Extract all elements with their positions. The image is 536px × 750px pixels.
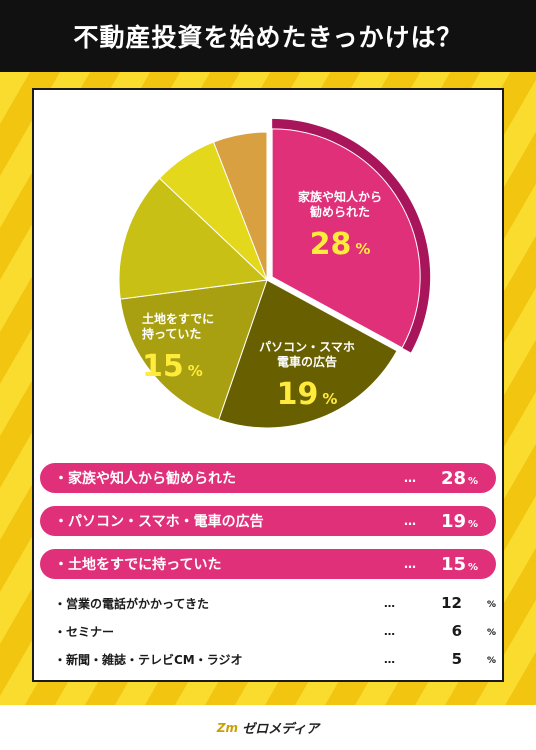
pie-slice-1 xyxy=(271,128,421,349)
ranking-label-6: ・新聞・雑誌・テレビCM・ラジオ xyxy=(54,652,243,667)
pie-slice-2 xyxy=(218,279,398,429)
slice-unit-3: % xyxy=(187,362,203,380)
ranking-dots-5: … xyxy=(384,624,395,638)
ranking-value-3: 15 xyxy=(440,553,466,575)
slice-value-2: 19 xyxy=(276,377,319,412)
ranking-percent-6: % xyxy=(486,656,496,666)
ranking-label-3: ・土地をすでに持っていた xyxy=(54,557,222,573)
slice-label-3-line-1: 土地をすでに xyxy=(142,312,215,326)
ranking-percent-1: % xyxy=(468,475,479,487)
ranking-value-5: 6 xyxy=(451,622,462,640)
ranking-label-5: ・セミナー xyxy=(54,624,115,639)
slice-label-1-line-2: 勧められた xyxy=(309,205,370,219)
slice-label-2-line-1: パソコン・スマホ xyxy=(259,340,355,354)
page-title: 不動産投資を始めたきっかけは？ xyxy=(0,0,536,72)
ranking-label-1: ・家族や知人から勧められた xyxy=(54,471,236,487)
ranking-dots-2: … xyxy=(404,514,416,528)
ranking-row-5: ・セミナー … 6 % xyxy=(54,620,496,642)
ranking-percent-3: % xyxy=(468,561,479,573)
ranking-row-4: ・営業の電話がかかってきた … 12 % xyxy=(54,592,496,614)
ranking-row-2: ・パソコン・スマホ・電車の広告 … 19 % xyxy=(40,506,496,536)
footer: Zm ゼロメディア xyxy=(0,705,536,750)
slice-label-2: パソコン・スマホ 電車の広告 19% xyxy=(252,340,362,414)
slice-value-1: 28 xyxy=(309,227,352,262)
slice-label-1: 家族や知人から 勧められた 28% xyxy=(270,190,410,264)
ranking-percent-2: % xyxy=(468,518,479,530)
pie-slice-3 xyxy=(119,279,268,421)
ranking-value-1: 28 xyxy=(440,467,466,489)
logo-text: ゼロメディア xyxy=(242,722,320,737)
slice-label-3: 土地をすでに 持っていた 15% xyxy=(142,312,242,386)
ranking-dots-3: … xyxy=(404,557,416,571)
slice-label-1-line-1: 家族や知人から xyxy=(297,190,382,204)
ranking-dots-6: … xyxy=(384,652,395,666)
pie-slice-6 xyxy=(212,131,268,281)
slice-unit-2: % xyxy=(322,390,338,408)
pie-chart xyxy=(118,118,431,429)
ranking-row-1: ・家族や知人から勧められた … 28 % xyxy=(40,463,496,493)
ranking-row-6: ・新聞・雑誌・テレビCM・ラジオ … 5 % xyxy=(54,648,496,670)
ranking-row-3: ・土地をすでに持っていた … 15 % xyxy=(40,549,496,579)
slice-label-3-line-2: 持っていた xyxy=(142,327,202,341)
ranking-value-6: 5 xyxy=(451,650,462,668)
ranking-dots-1: … xyxy=(404,471,416,485)
ranking-percent-5: % xyxy=(486,628,496,638)
slice-label-2-line-2: 電車の広告 xyxy=(276,355,337,369)
ranking-percent-4: % xyxy=(486,600,496,610)
brand-logo: Zm ゼロメディア xyxy=(216,718,320,738)
ranking-label-2: ・パソコン・スマホ・電車の広告 xyxy=(54,514,264,530)
pie-slice-4 xyxy=(118,177,269,300)
slice-value-3: 15 xyxy=(142,349,184,384)
ranking-value-4: 12 xyxy=(441,594,462,612)
ranking-label-4: ・営業の電話がかかってきた xyxy=(54,596,210,611)
logo-mark-icon: Zm xyxy=(216,720,239,735)
chart-card: 家族や知人から 勧められた 28% パソコン・スマホ 電車の広告 19% 土地を… xyxy=(32,88,504,682)
slice-unit-1: % xyxy=(355,240,371,258)
ranking-value-2: 19 xyxy=(440,510,466,532)
ranking-dots-4: … xyxy=(384,596,395,610)
